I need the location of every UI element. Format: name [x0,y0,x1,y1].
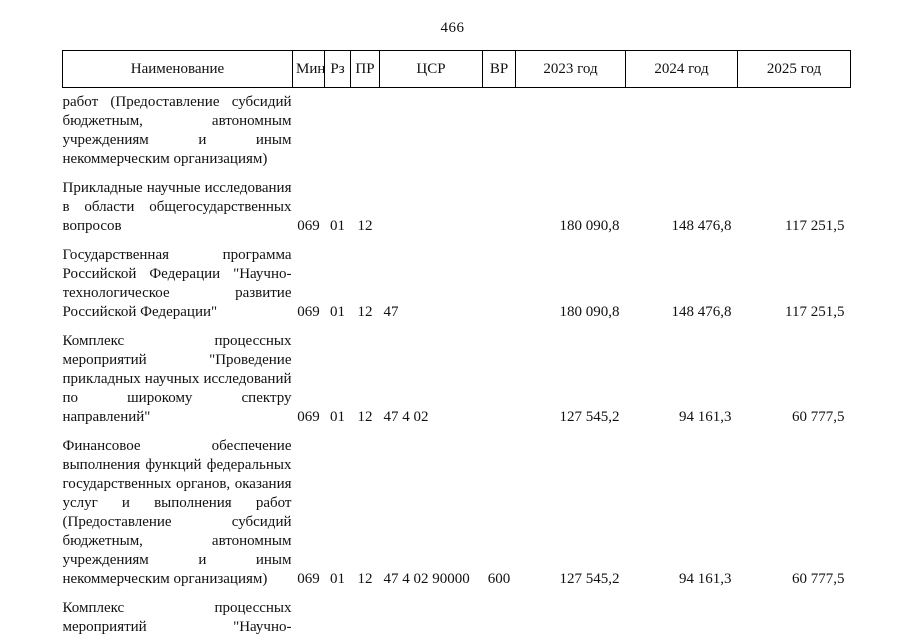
cell-amount-2024: 94 161,3 [679,571,732,587]
col-header-2024: 2024 год [625,50,738,88]
col-header-min: Мин [292,50,325,88]
col-header-csr: ЦСР [379,50,483,88]
cell-amount-2024: 148 476,8 [671,304,732,320]
cell-amount-2024: 94 161,3 [679,409,732,425]
cell-name: Государственная программа Российской Фед… [62,247,292,320]
cell-pr-code: 12 [351,589,380,640]
cell-amount-2023: 52 545,6 [516,589,626,640]
cell-vr-code: 600 [487,571,511,587]
cell-csr-code: 47 [383,304,399,320]
table-row: Комплекс процессных мероприятий "Проведе… [63,322,851,427]
cell-pr-code: 12 [357,571,373,587]
cell-pr-code: 12 [357,304,373,320]
cell-name: Комплекс процессных мероприятий "Проведе… [62,333,292,425]
cell-amount-2024: 54 315,5 [626,589,738,640]
table-row: работ (Предоставление субсидий бюджетным… [63,88,851,170]
cell-name: Прикладные научные исследования в област… [62,180,292,234]
col-header-name: Наименование [62,50,293,88]
cell-amount-2023: 180 090,8 [559,218,620,234]
cell-rz-code: 01 [325,589,351,640]
table-row: Комплекс процессных мероприятий "Научно-… [63,589,851,640]
cell-name: работ (Предоставление субсидий бюджетным… [62,94,292,167]
cell-name: Комплекс процессных мероприятий "Научно-… [62,600,292,640]
cell-min-code: 069 [297,571,320,587]
cell-csr-code [380,169,483,236]
cell-min-code: 069 [293,589,325,640]
cell-vr-code [483,322,516,427]
table-row: Государственная программа Российской Фед… [63,236,851,322]
table-body: работ (Предоставление субсидий бюджетным… [63,88,851,640]
cell-amount-2023: 180 090,8 [559,304,620,320]
cell-vr-code [483,88,516,170]
cell-min-code: 069 [297,304,320,320]
cell-min-code: 069 [297,409,320,425]
cell-rz-code: 01 [330,218,345,234]
col-header-rz: Рз [324,50,351,88]
cell-vr-code [483,236,516,322]
cell-amount-2025 [738,88,851,170]
table-row: Прикладные научные исследования в област… [63,169,851,236]
col-header-2025: 2025 год [737,50,851,88]
cell-vr-code [483,589,516,640]
cell-amount-2025: 117 251,5 [785,304,845,320]
col-header-vr: ВР [482,50,516,88]
table-header: Наименование Мин Рз ПР ЦСР ВР 2023 год 2… [62,50,851,88]
page-number: 466 [440,20,465,36]
cell-amount-2023 [516,88,626,170]
cell-rz-code: 01 [330,409,345,425]
cell-csr-code [380,88,483,170]
cell-amount-2025: 56 474,0 [738,589,851,640]
cell-pr-code: 12 [357,409,373,425]
col-header-2023: 2023 год [515,50,626,88]
cell-csr-code: 47 4 11 [380,589,483,640]
cell-amount-2024 [626,88,738,170]
cell-amount-2023: 127 545,2 [559,571,620,587]
cell-pr-code [351,88,380,170]
cell-csr-code: 47 4 02 90000 [383,571,470,587]
table-row: Финансовое обеспечение выполнения функци… [63,427,851,589]
cell-csr-code: 47 4 02 [383,409,429,425]
cell-rz-code [325,88,351,170]
cell-amount-2023: 127 545,2 [559,409,620,425]
cell-name: Финансовое обеспечение выполнения функци… [62,438,292,587]
cell-amount-2025: 117 251,5 [785,218,845,234]
cell-min-code [293,88,325,170]
col-header-pr: ПР [350,50,380,88]
cell-rz-code: 01 [330,304,345,320]
cell-pr-code: 12 [357,218,373,234]
cell-rz-code: 01 [330,571,345,587]
cell-amount-2025: 60 777,5 [792,409,845,425]
cell-amount-2025: 60 777,5 [792,571,845,587]
cell-vr-code [483,169,516,236]
cell-min-code: 069 [297,218,320,234]
header-row: Наименование Мин Рз ПР ЦСР ВР 2023 год 2… [62,50,851,88]
budget-table: Наименование Мин Рз ПР ЦСР ВР 2023 год 2… [62,50,851,640]
cell-amount-2024: 148 476,8 [671,218,732,234]
